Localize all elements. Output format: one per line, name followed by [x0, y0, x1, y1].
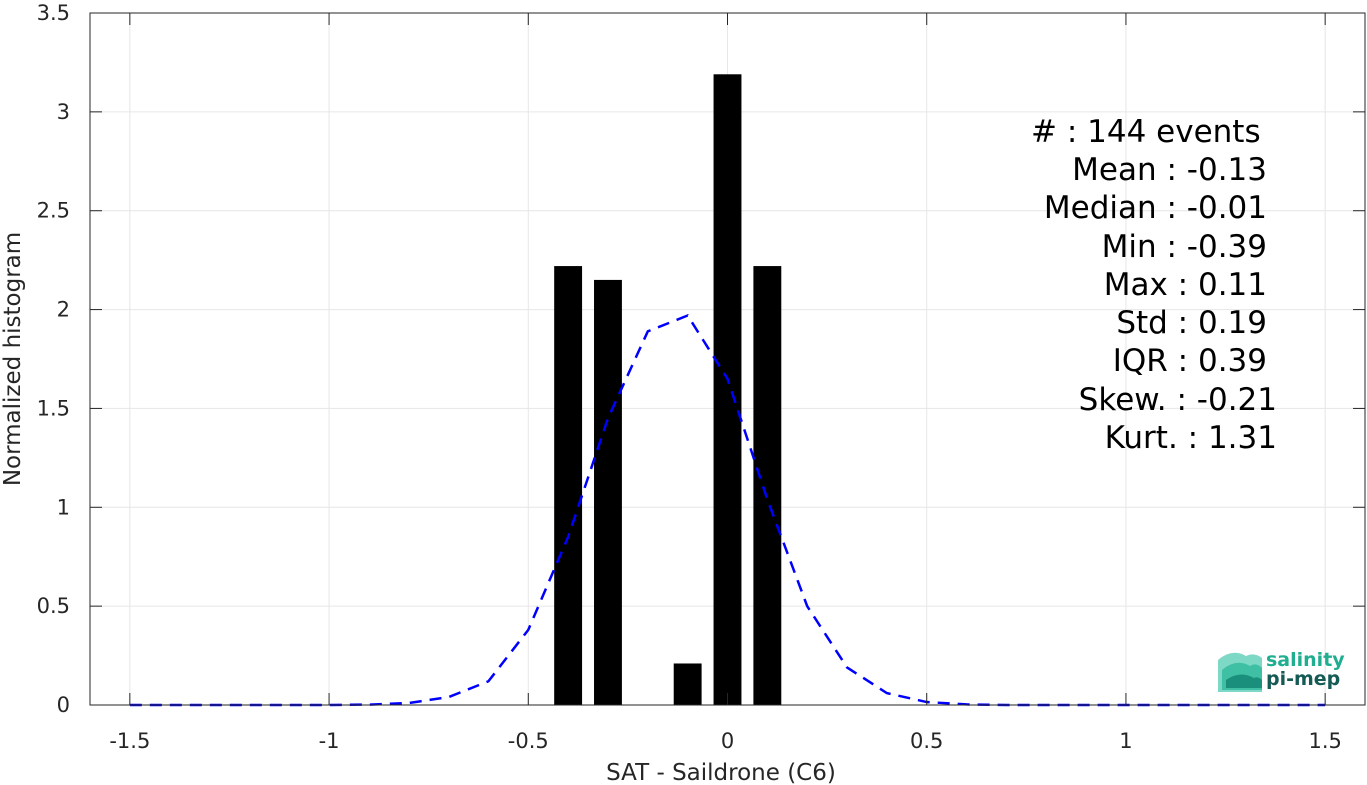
stats-max: Max : 0.11: [1104, 267, 1267, 303]
stats-skew: Skew. : -0.21: [1079, 382, 1277, 418]
y-tick-label: 3: [57, 100, 70, 124]
stats-min: Min : -0.39: [1102, 229, 1267, 265]
histogram-bar: [753, 266, 782, 705]
x-tick-label: 1.5: [1308, 729, 1341, 753]
y-tick-label: 2: [57, 298, 70, 322]
histogram-bars: [554, 74, 782, 705]
x-tick-label: -0.5: [508, 729, 549, 753]
histogram-bar: [554, 266, 583, 705]
histogram-bar: [594, 279, 622, 705]
logo-waves-icon: [1218, 652, 1262, 692]
x-tick-label: 0.5: [910, 729, 943, 753]
stats-mean: Mean : -0.13: [1072, 152, 1267, 188]
x-tick-label: 1: [1119, 729, 1132, 753]
salinity-pimep-logo: salinity pi-mep: [1218, 649, 1345, 692]
histogram-bar: [673, 663, 702, 705]
x-tick-label: 0: [721, 729, 734, 753]
y-axis-label: Normalized histogram: [0, 232, 26, 486]
axis-ticks: [90, 12, 1365, 706]
stats-events: # : 144 events: [1031, 114, 1261, 150]
logo-line2: pi-mep: [1266, 668, 1340, 690]
stats-iqr: IQR : 0.39: [1113, 343, 1267, 379]
y-tick-label: 0.5: [37, 594, 70, 618]
logo-line1: salinity: [1266, 649, 1345, 671]
y-tick-label: 0: [57, 693, 70, 717]
stats-median: Median : -0.01: [1044, 190, 1267, 226]
stats-std: Std : 0.19: [1116, 305, 1267, 341]
histogram-bar: [713, 74, 742, 705]
stats-kurt: Kurt. : 1.31: [1105, 420, 1277, 456]
y-tick-label: 3.5: [37, 1, 70, 25]
statistics-annotation: # : 144 events Mean : -0.13 Median : -0.…: [1031, 114, 1277, 456]
x-tick-label: -1.5: [109, 729, 150, 753]
x-tick-labels: -1.5 -1 -0.5 0 0.5 1 1.5: [109, 729, 1342, 753]
y-tick-label: 1.5: [37, 396, 70, 420]
x-axis-label: SAT - Saildrone (C6): [606, 760, 836, 785]
y-tick-label: 2.5: [37, 199, 70, 223]
x-tick-label: -1: [319, 729, 340, 753]
y-tick-labels: 0 0.5 1 1.5 2 2.5 3 3.5: [37, 1, 70, 717]
y-tick-label: 1: [57, 495, 70, 519]
